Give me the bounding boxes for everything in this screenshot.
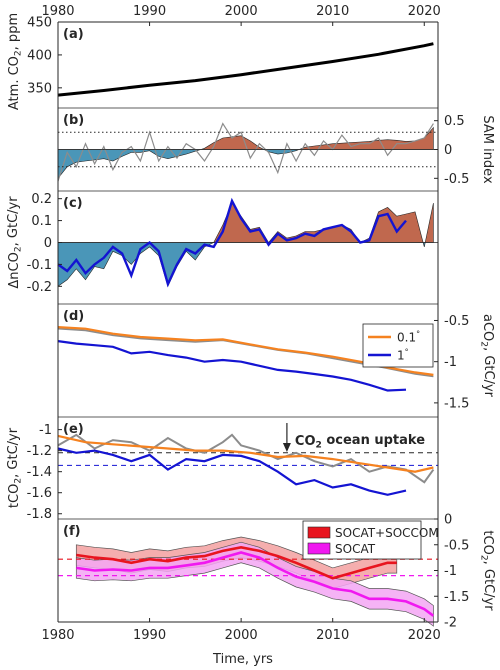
top-x-tick-label-3: 2010	[316, 4, 349, 19]
panel-0-label: (a)	[63, 27, 84, 42]
panel-0-y-tick-label-1: 400	[27, 48, 52, 63]
co2-concentration-line	[57, 42, 434, 97]
panel-2-label: (c)	[63, 196, 83, 211]
text-layer: 1980 1980 1990 1990 2000 2000 2010 2010 2020 2020…	[6, 4, 496, 643]
tco2-legend-swatch-1	[307, 542, 331, 555]
tco2-legend-swatch-0	[307, 526, 331, 539]
bottom-x-tick-label-0: 1980	[41, 628, 74, 643]
bottom-x-tick-label-3: 2010	[316, 628, 349, 643]
aco2-1deg-line	[57, 340, 407, 392]
panel-4-y-tick-label-4: -1	[39, 423, 52, 438]
x-axis-title: Time, yrs	[212, 652, 273, 667]
panel-2-y-tick-label-0: -0.2	[27, 280, 52, 295]
panel-2-y-tick-label-2: 0	[44, 236, 52, 251]
panel-5-y-tick-label-4: 0	[444, 513, 452, 528]
panel-1-y-tick-label-2: 0.5	[444, 114, 465, 129]
panel-4-y-tick-label-3: -1.2	[27, 444, 52, 459]
panel-1-y-tick-label-0: -0.5	[444, 172, 469, 187]
tco2-reconstruction-line-1	[76, 551, 435, 617]
bottom-x-tick-label-1: 1990	[133, 628, 166, 643]
top-x-tick-label-4: 2020	[408, 4, 441, 19]
panel-4-y-tick-label-2: -1.4	[27, 465, 52, 480]
panel-3-y-axis-title: aCO2, GtC/yr	[478, 314, 496, 398]
sam-annual-line	[57, 122, 434, 182]
panel-4-y-tick-label-0: -1.8	[27, 507, 52, 522]
tco2-legend-label-1: SOCAT	[335, 542, 376, 556]
panel-5-y-axis-title: tCO2, GtC/yr	[478, 530, 496, 611]
bottom-x-tick-label-4: 2020	[408, 628, 441, 643]
panel-0-y-tick-label-2: 450	[27, 16, 52, 31]
panel-2-y-tick-label-1: -0.1	[27, 258, 52, 273]
panel-2-y-tick-label-4: 0.2	[31, 192, 52, 207]
panel-5-y-tick-label-3: -0.5	[444, 538, 469, 553]
tco2-gray-line	[57, 433, 435, 484]
sam-smoothed-fill-1	[200, 135, 265, 150]
panel-4-y-tick-label-1: -1.6	[27, 486, 52, 501]
panel-0-y-tick-label-0: 350	[27, 81, 52, 96]
line-layer	[57, 42, 438, 617]
tco2-1deg-line	[57, 447, 407, 496]
tco2-reconstruction-line-0	[76, 545, 397, 580]
panel-0-y-axis-title: Atm. CO2, ppm	[6, 13, 24, 110]
panel-3-y-tick-label-0: -1.5	[444, 396, 469, 411]
panel-1-y-tick-label-1: 0	[444, 143, 452, 158]
tco2-legend-label-0: SOCAT+SOCCOM	[335, 526, 439, 540]
top-x-tick-label-0: 1980	[41, 4, 74, 19]
panel-5-label: (f)	[63, 524, 81, 539]
bottom-x-tick-label-2: 2000	[225, 628, 258, 643]
panel-5-y-tick-label-1: -1.5	[444, 590, 469, 605]
panel-5-y-tick-label-0: -2	[444, 616, 457, 631]
panel-1-label: (b)	[63, 113, 84, 128]
panel-3-label: (d)	[63, 309, 84, 324]
panel-2-y-tick-label-3: 0.1	[31, 214, 52, 229]
panel-1-y-axis-title: SAM index	[480, 115, 495, 184]
uptake-arrow-head	[282, 443, 291, 452]
panel-3-y-tick-label-1: -1	[444, 355, 457, 370]
uptake-annotation: CO2 ocean uptake	[295, 433, 425, 451]
top-x-tick-label-1: 1990	[133, 4, 166, 19]
nco2-1deg-line	[57, 197, 407, 288]
panel-3-y-tick-label-2: -0.5	[444, 314, 469, 329]
nco2-anomaly-fill-2	[422, 242, 426, 247]
panel-4-label: (e)	[63, 422, 84, 437]
axes-layer	[57, 21, 439, 623]
panel-4-y-axis-title: tCO2, GtC/yr	[6, 427, 24, 508]
aco2-legend-label-1: 1°	[397, 348, 409, 363]
top-x-tick-label-2: 2000	[225, 4, 258, 19]
tco2-0p1deg-line	[57, 434, 434, 473]
sam-smoothed-fill-3	[298, 126, 434, 150]
aco2-legend-box	[362, 323, 434, 368]
sam-smoothed-fill-0	[57, 149, 201, 180]
panel-5-y-tick-label-2: -1	[444, 564, 457, 579]
nco2-anomaly-fill-3	[424, 203, 434, 243]
panel-2-y-axis-title: ΔnCO2, GtC/yr	[6, 196, 24, 289]
aco2-legend-label-0: 0.1°	[397, 330, 420, 345]
